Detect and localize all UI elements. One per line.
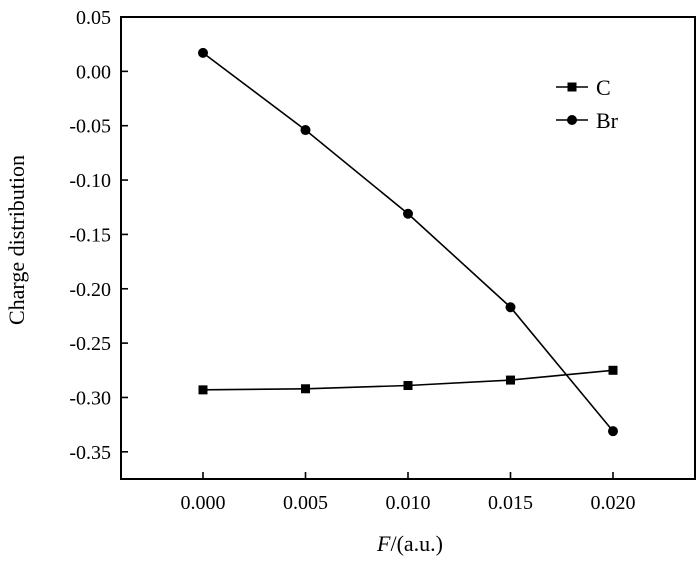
y-tick-label: -0.30 [69,387,111,409]
data-point-br [505,302,516,313]
series-line-br [202,52,614,432]
y-tick-label: -0.05 [69,116,111,138]
legend-marker-c [567,82,577,92]
x-tick-label: 0.005 [283,492,328,514]
x-axis-title: F/(a.u.) [376,531,443,556]
y-tick-label: -0.20 [69,279,111,301]
y-tick-label: 0.00 [76,61,111,83]
series-layer [198,47,618,437]
data-point-c [198,385,208,395]
data-point-c [403,381,413,391]
x-tick-label: 0.000 [181,492,226,514]
data-point-br [300,125,311,136]
y-tick-label: -0.35 [69,442,111,464]
data-point-c [301,384,310,394]
data-point-c [506,375,515,385]
y-axis: 0.05 0.00 -0.05 -0.10 -0.15 -0.20 -0.25 -0.30 -0… [69,7,128,464]
x-tick-label: 0.020 [591,492,636,514]
y-tick-label: 0.05 [76,7,111,29]
data-point-br [198,47,208,58]
legend: C Br [556,75,619,133]
y-axis-title: Charge distribution [4,155,29,325]
data-point-br [608,426,618,437]
y-tick-label: -0.15 [69,224,111,246]
legend-marker-br [567,115,577,125]
legend-label-c: C [596,75,611,100]
data-point-br [403,208,413,219]
x-tick-label: 0.010 [386,492,431,514]
x-axis: 0.000 0.005 0.010 0.015 0.020 [181,472,636,514]
data-point-c [608,365,618,375]
legend-label-br: Br [596,108,619,133]
x-tick-label: 0.015 [488,492,533,514]
x-axis-title-italic: F [376,531,391,556]
y-tick-label: -0.10 [69,170,111,192]
x-axis-title-rest: /(a.u.) [390,531,443,556]
y-tick-label: -0.25 [69,333,111,355]
